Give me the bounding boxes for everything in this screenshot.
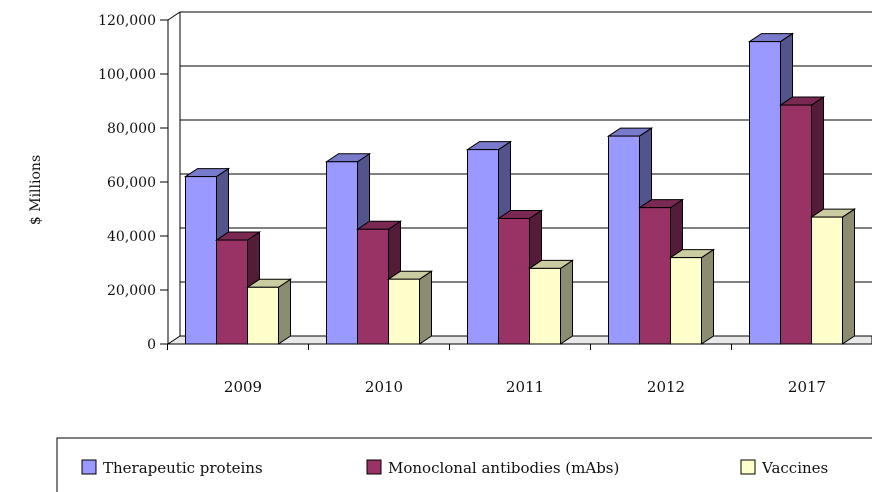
x-tick-label: 2017: [788, 378, 826, 396]
y-axis-label: $ Millions: [28, 155, 44, 225]
x-tick-label: 2011: [506, 378, 544, 396]
bar-front: [608, 135, 640, 345]
bar-front: [780, 104, 812, 345]
bar-front: [670, 257, 702, 345]
bar-front: [326, 161, 358, 345]
legend-swatch: [366, 459, 382, 475]
bar-front: [388, 278, 420, 345]
bar-front: [529, 267, 561, 345]
legend: Therapeutic proteins Monoclonal antibodie…: [56, 437, 872, 492]
bar-front: [357, 228, 389, 345]
bar-side: [278, 278, 291, 345]
bar-side: [701, 248, 714, 345]
bar-front: [185, 176, 217, 345]
legend-label: Therapeutic proteins: [103, 459, 263, 477]
legend-box: [56, 437, 872, 492]
bar: [668, 248, 716, 345]
bar-front: [247, 286, 279, 345]
x-tick-label: 2012: [647, 378, 685, 396]
x-tick-label: 2009: [224, 378, 262, 396]
x-tick-label: 2010: [365, 378, 403, 396]
bar: [809, 208, 857, 345]
bar: [245, 278, 293, 345]
y-tick-label: 20,000: [107, 283, 156, 299]
y-tick-label: 80,000: [107, 121, 156, 137]
bar: [465, 140, 513, 345]
bar-side: [842, 208, 855, 345]
tick-labels: 0 20,000 40,000 60,000 80,000 100,000 120,000 2…: [98, 13, 826, 396]
y-axis-depth: [167, 11, 181, 21]
bar-side: [560, 259, 573, 345]
bar-front: [216, 239, 248, 345]
y-tick-label: 60,000: [107, 175, 156, 191]
y-tick-label: 0: [147, 337, 156, 353]
bar-front: [467, 149, 499, 345]
bar-front: [811, 216, 843, 345]
bar-front: [498, 217, 530, 345]
bar-front: [639, 207, 671, 345]
bar: [386, 270, 434, 345]
y-tick-label: 100,000: [98, 67, 156, 83]
y-tick-label: 40,000: [107, 229, 156, 245]
legend-label: Monoclonal antibodies (mAbs): [388, 459, 619, 477]
bar: [527, 259, 575, 345]
y-tick-label: 120,000: [98, 13, 156, 29]
legend-swatch: [81, 459, 97, 475]
bar-side: [419, 270, 432, 345]
bar-front: [749, 41, 781, 345]
legend-swatch: [740, 459, 756, 475]
bars: [183, 32, 857, 345]
legend-label: Vaccines: [761, 459, 828, 477]
